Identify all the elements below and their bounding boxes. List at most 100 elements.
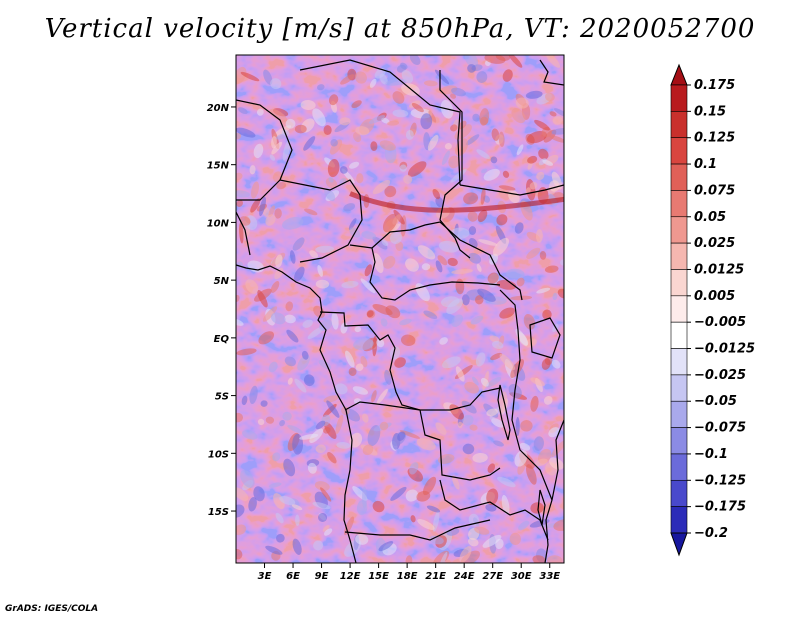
velocity-cell bbox=[452, 475, 460, 490]
velocity-cell bbox=[256, 108, 264, 116]
velocity-cell bbox=[372, 303, 393, 316]
velocity-cell bbox=[384, 185, 397, 198]
velocity-cell bbox=[294, 124, 307, 134]
velocity-cell bbox=[498, 185, 516, 191]
velocity-cell bbox=[269, 154, 276, 161]
velocity-cell bbox=[551, 440, 564, 458]
velocity-cell bbox=[552, 292, 558, 301]
velocity-cell bbox=[249, 385, 258, 404]
velocity-cell bbox=[459, 546, 472, 563]
velocity-cell bbox=[545, 55, 561, 68]
velocity-cell bbox=[376, 388, 388, 405]
velocity-cell bbox=[334, 383, 348, 395]
x-tick-label: 27E bbox=[482, 571, 503, 582]
velocity-cell bbox=[312, 108, 326, 127]
velocity-cell bbox=[530, 377, 545, 387]
border-cameroon bbox=[369, 247, 501, 301]
velocity-cell bbox=[276, 533, 285, 543]
velocity-cell bbox=[428, 110, 437, 123]
velocity-cell bbox=[470, 315, 484, 325]
velocity-cell bbox=[290, 250, 296, 264]
velocity-cell bbox=[490, 156, 498, 164]
velocity-cell bbox=[499, 353, 516, 371]
velocity-cell bbox=[340, 322, 348, 334]
y-tick-label: 15N bbox=[207, 161, 230, 172]
border-chad-sudan bbox=[439, 70, 471, 259]
velocity-cell bbox=[345, 350, 355, 368]
velocity-cell bbox=[539, 250, 547, 260]
velocity-cell bbox=[348, 367, 357, 376]
velocity-cell bbox=[441, 150, 450, 166]
velocity-cell bbox=[258, 331, 275, 345]
velocity-cell bbox=[505, 268, 525, 279]
velocity-cell bbox=[293, 266, 305, 282]
velocity-cell bbox=[399, 164, 407, 172]
velocity-cell bbox=[263, 69, 273, 85]
velocity-cell bbox=[532, 555, 546, 563]
velocity-cell bbox=[493, 440, 504, 447]
velocity-cell bbox=[476, 263, 482, 272]
velocity-cell bbox=[352, 386, 369, 395]
velocity-cell bbox=[435, 260, 443, 273]
velocity-cell bbox=[287, 425, 303, 434]
velocity-cell bbox=[394, 357, 406, 368]
velocity-cell bbox=[549, 135, 564, 143]
velocity-cell bbox=[274, 267, 284, 280]
colorbar-top-arrow bbox=[670, 63, 688, 86]
velocity-cell bbox=[438, 551, 448, 563]
colorbar-swatch bbox=[670, 453, 688, 481]
velocity-cell bbox=[405, 258, 419, 272]
velocity-cell bbox=[472, 452, 488, 463]
velocity-cell bbox=[236, 172, 243, 181]
velocity-cell bbox=[283, 458, 296, 477]
velocity-cell bbox=[435, 196, 444, 208]
velocity-cell bbox=[276, 182, 287, 190]
velocity-cell bbox=[355, 534, 369, 545]
velocity-cell bbox=[341, 280, 359, 289]
velocity-cell bbox=[437, 453, 455, 464]
colorbar-swatch bbox=[670, 190, 688, 218]
velocity-cell bbox=[236, 127, 256, 138]
velocity-cell bbox=[322, 525, 330, 532]
y-axis: 20N 15N 10N 5N EQ 5S 10S 15S bbox=[207, 103, 236, 518]
velocity-cell bbox=[354, 326, 362, 333]
velocity-cell bbox=[502, 69, 513, 82]
velocity-cell bbox=[473, 517, 480, 527]
velocity-cell bbox=[282, 217, 304, 230]
velocity-cell bbox=[450, 124, 458, 132]
velocity-cell bbox=[527, 155, 538, 164]
velocity-cell bbox=[315, 279, 330, 289]
velocity-cell bbox=[323, 125, 332, 136]
velocity-cell bbox=[519, 442, 531, 451]
colorbar-label: −0.2 bbox=[694, 526, 728, 541]
velocity-cell bbox=[474, 526, 490, 535]
velocity-cell bbox=[455, 366, 465, 382]
velocity-cell bbox=[237, 107, 248, 115]
velocity-cell bbox=[483, 168, 500, 181]
velocity-cell bbox=[360, 278, 376, 294]
velocity-cell bbox=[265, 545, 283, 555]
velocity-cell bbox=[348, 218, 357, 230]
velocity-cell bbox=[411, 102, 424, 113]
velocity-cell bbox=[462, 443, 475, 455]
colorbar-swatch bbox=[670, 216, 688, 244]
velocity-cell bbox=[240, 470, 255, 488]
velocity-cell bbox=[526, 130, 548, 144]
velocity-cell bbox=[496, 214, 508, 226]
velocity-cell bbox=[551, 171, 563, 190]
velocity-cell bbox=[542, 159, 554, 166]
velocity-cell bbox=[313, 540, 324, 551]
velocity-cell bbox=[451, 268, 473, 275]
velocity-cell bbox=[236, 66, 247, 85]
velocity-cell bbox=[515, 417, 520, 437]
velocity-cell bbox=[309, 250, 319, 259]
velocity-cell bbox=[389, 231, 402, 245]
y-tick-label: EQ bbox=[214, 334, 230, 345]
velocity-cell bbox=[534, 119, 550, 131]
velocity-cell bbox=[271, 141, 283, 155]
velocity-cell bbox=[405, 130, 414, 140]
velocity-cell bbox=[461, 400, 477, 414]
border-namibia bbox=[344, 519, 491, 541]
velocity-cell bbox=[349, 432, 363, 448]
velocity-cell bbox=[371, 390, 377, 403]
